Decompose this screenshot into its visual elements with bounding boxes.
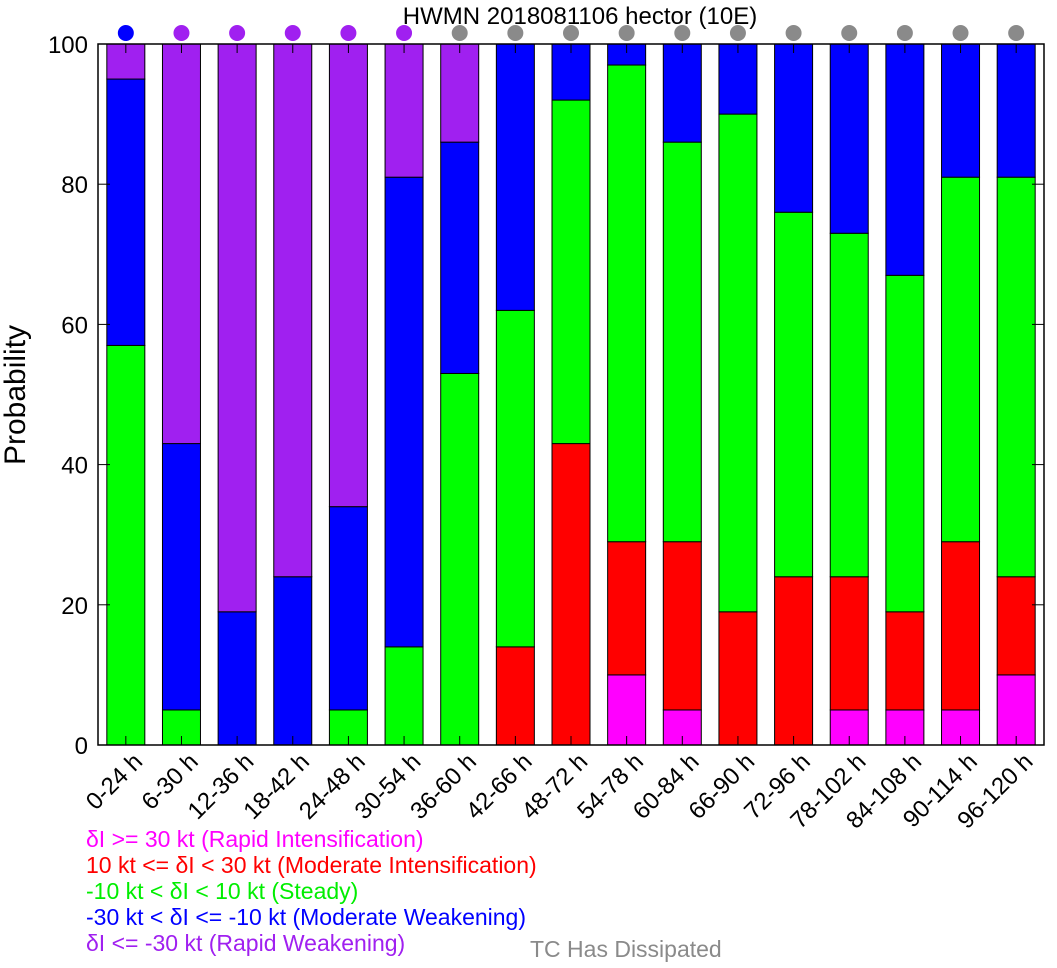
bar-segment	[440, 372, 480, 746]
bar-segment	[551, 99, 591, 445]
legend-entry-tc-dissipated: TC Has Dissipated	[530, 936, 722, 962]
bar-segment	[662, 141, 702, 543]
x-tick-label: 0-24 h	[81, 748, 148, 815]
y-tick-label: 60	[61, 312, 88, 339]
status-dots-group	[117, 25, 1025, 41]
bar-segment	[774, 211, 814, 578]
status-dot	[229, 25, 246, 41]
legend-entry-moderate-weakening: -30 kt < δI <= -10 kt (Moderate Weakenin…	[86, 904, 527, 930]
status-dot	[785, 25, 802, 41]
bar-segment	[718, 611, 758, 746]
y-tick-label: 20	[61, 593, 88, 620]
bar-segment	[662, 541, 702, 711]
bar-segment	[941, 43, 981, 178]
bar-segment	[607, 674, 647, 746]
bar-segment	[607, 541, 647, 676]
status-dot	[841, 25, 858, 41]
status-dot	[507, 25, 524, 41]
bar-segment	[829, 576, 869, 711]
bar-segment	[718, 43, 758, 115]
status-dot	[396, 25, 413, 41]
bar-segment	[996, 576, 1036, 676]
bar-segment	[384, 43, 424, 178]
bar-segment	[328, 43, 368, 508]
y-tick-label: 80	[61, 172, 88, 199]
status-dot	[729, 25, 746, 41]
bar-segment	[885, 43, 925, 276]
bar-segment	[607, 64, 647, 543]
bar-segment	[774, 43, 814, 213]
bar-segment	[774, 576, 814, 746]
status-dot	[117, 25, 134, 41]
legend-entry-rapid-intensification: δI >= 30 kt (Rapid Intensification)	[86, 826, 424, 852]
legend-entry-rapid-weakening: δI <= -30 kt (Rapid Weakening)	[86, 930, 406, 956]
bar-segment	[495, 646, 535, 746]
bar-segment	[829, 43, 869, 234]
legend: δI >= 30 kt (Rapid Intensification) 10 k…	[86, 826, 537, 956]
y-tick-label: 100	[48, 32, 88, 59]
status-dot	[340, 25, 357, 41]
y-tick-label: 40	[61, 453, 88, 480]
bar-segment	[106, 344, 146, 746]
status-dot	[284, 25, 301, 41]
status-dot	[618, 25, 635, 41]
y-axis-label: Probability	[0, 325, 32, 465]
bar-segment	[495, 43, 535, 311]
y-tick-label: 0	[75, 733, 88, 760]
bar-segment	[885, 274, 925, 613]
status-dot	[952, 25, 969, 41]
bar-segment	[829, 232, 869, 578]
bar-segment	[996, 176, 1036, 578]
bar-segment	[662, 43, 702, 143]
status-dot	[451, 25, 468, 41]
legend-entry-moderate-intensification: 10 kt <= δI < 30 kt (Moderate Intensific…	[86, 852, 537, 878]
bar-segment	[941, 541, 981, 711]
status-dot	[563, 25, 579, 41]
bar-segment	[217, 43, 257, 613]
bar-segment	[551, 43, 591, 101]
status-dot	[1008, 25, 1025, 41]
bar-segment	[495, 309, 535, 648]
bar-segment	[273, 43, 313, 578]
bar-segment	[161, 43, 201, 445]
bar-segment	[941, 176, 981, 543]
bar-segment	[885, 611, 925, 711]
bar-segment	[384, 176, 424, 648]
bar-segment	[440, 141, 480, 374]
status-dot	[896, 25, 913, 41]
bar-segment	[328, 506, 368, 711]
bar-segment	[384, 646, 424, 746]
status-dot	[674, 25, 691, 41]
bar-segment	[273, 576, 313, 746]
bar-segment	[996, 43, 1036, 178]
plot-frame	[97, 43, 1045, 746]
bar-segment	[106, 78, 146, 346]
bars-group	[106, 43, 1036, 746]
bar-segment	[161, 443, 201, 711]
bar-segment	[996, 674, 1036, 746]
bar-segment	[440, 43, 480, 143]
bar-segment	[718, 113, 758, 613]
legend-entry-steady: -10 kt < δI < 10 kt (Steady)	[86, 878, 359, 904]
bar-segment	[217, 611, 257, 746]
bar-segment	[551, 443, 591, 746]
status-dot	[173, 25, 190, 41]
